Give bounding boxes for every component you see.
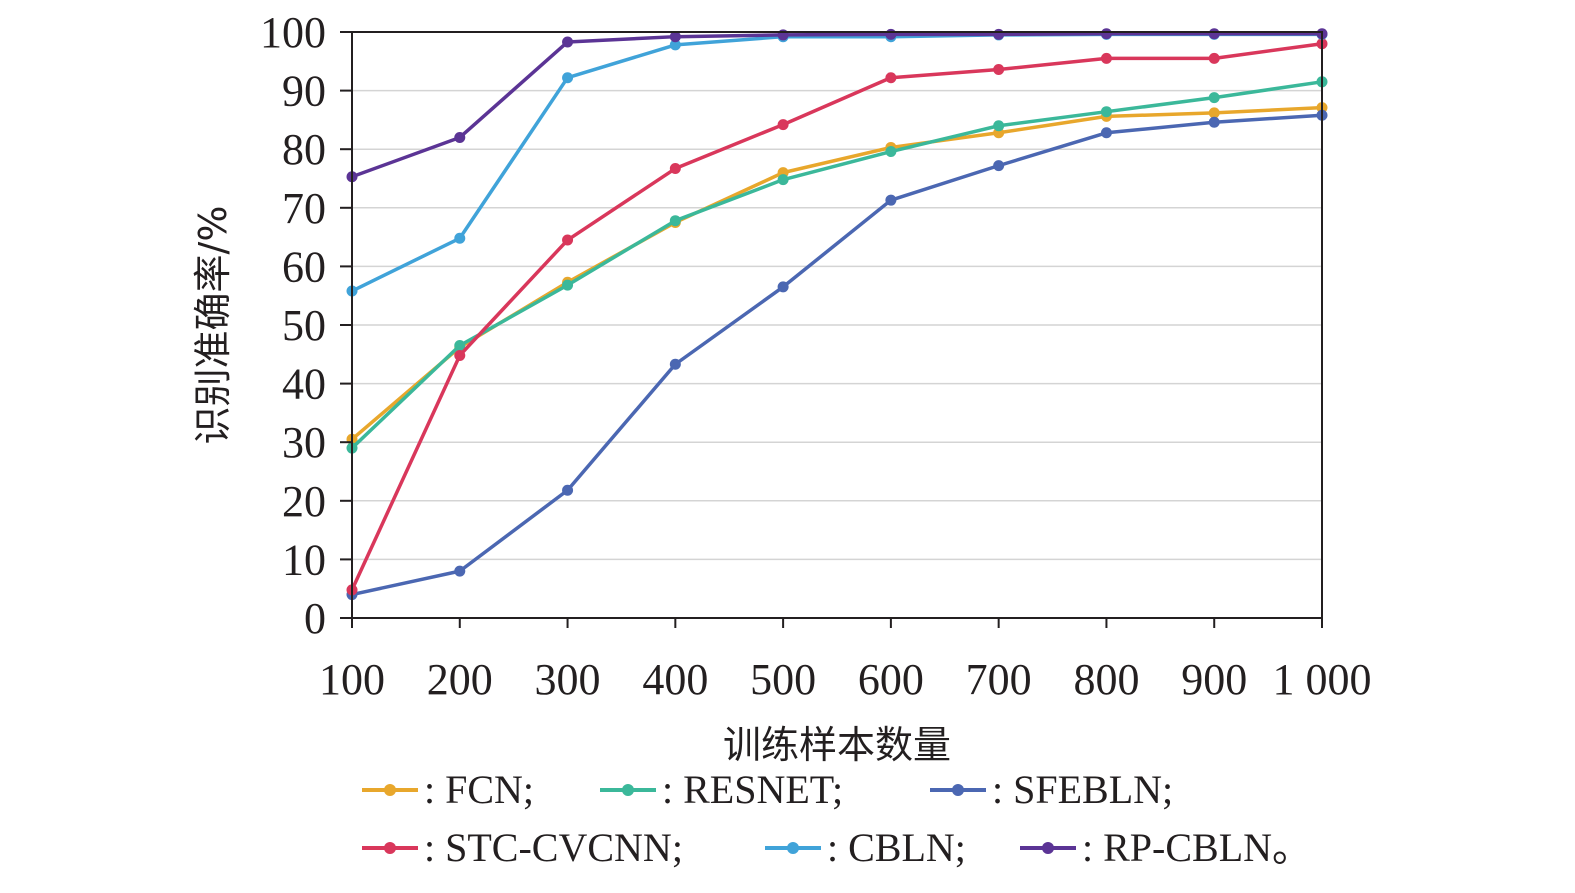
data-point-stc-cvcnn [562, 234, 574, 246]
data-point-rp-cbln [669, 31, 681, 43]
legend-label-sfebln: : SFEBLN; [992, 767, 1173, 812]
y-axis-title: 识别准确率/% [191, 206, 235, 445]
legend-label-resnet: : RESNET; [662, 767, 843, 812]
x-tick-label: 100 [319, 655, 385, 704]
series-line-cbln [351, 32, 1322, 293]
data-point-rp-cbln [1100, 28, 1112, 40]
series-stc-cvcnn [346, 38, 1328, 596]
y-axis: 0 10 20 30 40 50 60 70 80 90 100 [260, 8, 352, 643]
y-tick-label: 30 [282, 418, 326, 467]
legend-label-rp-cbln: : RP-CBLN。 [1082, 825, 1312, 870]
series-line-fcn [350, 105, 1323, 441]
series-line-stc-cvcnn [350, 41, 1323, 591]
legend-marker-sfebln [952, 784, 964, 796]
legend-marker-resnet [622, 784, 634, 796]
data-point-sfebln [1208, 116, 1220, 128]
series-line-sfebln [351, 113, 1323, 597]
data-point-resnet [885, 146, 897, 158]
y-tick-label: 60 [282, 242, 326, 291]
data-point-stc-cvcnn [993, 64, 1005, 76]
data-point-sfebln [885, 194, 897, 206]
data-point-fcn [1208, 107, 1220, 119]
series-fcn [346, 102, 1328, 445]
data-point-rp-cbln [993, 28, 1005, 40]
series-line-rp-cbln [351, 32, 1322, 179]
data-point-stc-cvcnn [1208, 52, 1220, 64]
y-tick-label: 100 [260, 8, 326, 57]
data-point-stc-cvcnn [454, 349, 466, 361]
legend-item-cbln: : CBLN; [765, 825, 966, 870]
data-point-resnet [1208, 92, 1220, 104]
legend: : FCN; : RESNET; : SFEBLN; : STC-CVCNN; : CB… [362, 767, 1312, 870]
y-tick-label: 80 [282, 125, 326, 174]
series-resnet [346, 76, 1328, 454]
legend-label-fcn: : FCN; [424, 767, 534, 812]
data-point-sfebln [777, 281, 789, 293]
legend-item-fcn: : FCN; [362, 767, 534, 812]
data-point-resnet [777, 174, 789, 186]
data-point-resnet [669, 215, 681, 227]
grid-lines [352, 89, 1322, 561]
x-tick-label: 600 [858, 655, 924, 704]
data-point-sfebln [454, 565, 466, 577]
legend-marker-stc-cvcnn [384, 842, 396, 854]
series-cbln [346, 28, 1328, 297]
data-point-resnet [993, 120, 1005, 132]
series-layer [346, 28, 1328, 601]
data-point-stc-cvcnn [669, 163, 681, 175]
data-point-rp-cbln [454, 131, 466, 143]
data-point-rp-cbln [562, 36, 574, 48]
data-point-resnet [1100, 106, 1112, 118]
legend-marker-cbln [787, 842, 799, 854]
legend-label-stc-cvcnn: : STC-CVCNN; [424, 825, 683, 870]
legend-item-sfebln: : SFEBLN; [930, 767, 1173, 812]
y-tick-label: 70 [282, 184, 326, 233]
data-point-stc-cvcnn [885, 72, 897, 84]
x-tick-label: 900 [1181, 655, 1247, 704]
data-point-sfebln [562, 484, 574, 496]
data-point-sfebln [993, 160, 1005, 172]
data-point-stc-cvcnn [777, 119, 789, 131]
legend-label-cbln: : CBLN; [827, 825, 966, 870]
x-tick-label: 200 [427, 655, 493, 704]
data-point-rp-cbln [885, 28, 897, 40]
data-point-sfebln [1100, 127, 1112, 139]
x-tick-label: 800 [1073, 655, 1139, 704]
x-axis: 100 200 300 400 500 600 700 800 900 1 000 [319, 618, 1372, 704]
legend-item-resnet: : RESNET; [600, 767, 843, 812]
legend-item-rp-cbln: : RP-CBLN。 [1020, 825, 1312, 870]
y-tick-label: 10 [282, 535, 326, 584]
x-tick-label: 400 [642, 655, 708, 704]
data-point-resnet [562, 279, 574, 291]
data-point-cbln [669, 39, 681, 51]
legend-item-stc-cvcnn: : STC-CVCNN; [362, 825, 683, 870]
data-point-cbln [454, 232, 466, 244]
x-tick-label: 500 [750, 655, 816, 704]
data-point-sfebln [669, 358, 681, 370]
legend-marker-rp-cbln [1042, 842, 1054, 854]
y-tick-label: 40 [282, 360, 326, 409]
y-tick-label: 90 [282, 67, 326, 116]
x-tick-label: 300 [535, 655, 601, 704]
y-tick-label: 20 [282, 477, 326, 526]
series-sfebln [346, 109, 1328, 601]
x-tick-label: 1 000 [1273, 655, 1372, 704]
data-point-cbln [562, 72, 574, 84]
data-point-resnet [454, 340, 466, 352]
x-tick-label: 700 [966, 655, 1032, 704]
data-point-stc-cvcnn [1100, 52, 1112, 64]
data-point-rp-cbln [1208, 28, 1220, 40]
y-tick-label: 50 [282, 301, 326, 350]
legend-marker-fcn [384, 784, 396, 796]
y-tick-label: 0 [304, 594, 326, 643]
x-axis-title: 训练样本数量 [723, 723, 951, 767]
series-line-resnet [350, 80, 1323, 450]
